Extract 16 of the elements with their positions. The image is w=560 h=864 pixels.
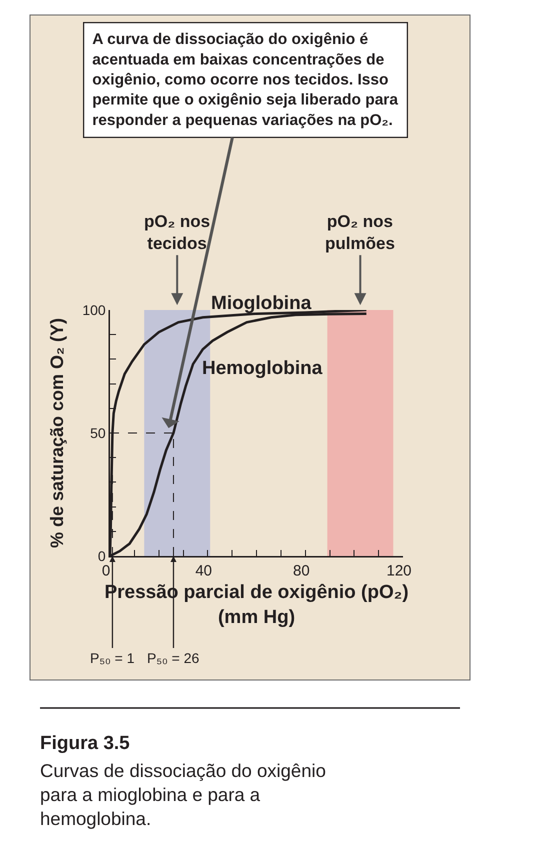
band-label: pO₂ nos tecidos <box>144 212 210 254</box>
series-label: Mioglobina <box>211 293 312 314</box>
text: Curvas de dissociação do oxigênio para a mioglobina e para a hemoglobina. <box>40 760 326 830</box>
ref-line-label: P₅₀ = 1 <box>90 650 135 666</box>
annotation: A curva de dissociação do oxigênio é acentuada em baixas concentrações de oxigênio, como ocorre nos tecidos. Isso permite que o oxigênio seja liberado para responder a pequenas variações na pO₂. <box>92 31 398 129</box>
y-tick-label: 50 <box>90 424 106 441</box>
band-label: pO₂ nos pulmões <box>325 212 395 254</box>
y-tick-label: 100 <box>82 302 106 318</box>
x-tick-label: 40 <box>195 562 212 580</box>
x-tick-label: 120 <box>386 562 412 580</box>
series-label: Hemoglobina <box>202 358 323 379</box>
y-axis-title: % de saturação com O₂ (Y) <box>46 318 67 548</box>
text: Figura 3.5 <box>40 733 130 754</box>
y-tick-label: 0 <box>98 548 106 564</box>
x-tick-label: 80 <box>292 562 310 580</box>
ref-line-label: P₅₀ = 26 <box>147 650 200 666</box>
